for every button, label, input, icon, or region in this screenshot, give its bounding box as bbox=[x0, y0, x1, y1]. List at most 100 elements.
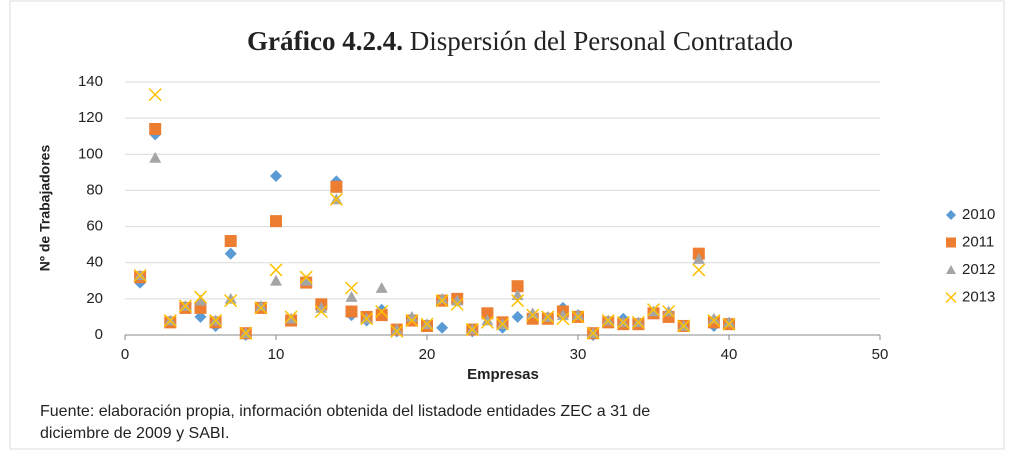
point bbox=[315, 301, 328, 313]
legend-marker bbox=[946, 265, 956, 274]
point bbox=[481, 314, 494, 326]
legend-label: 2012 bbox=[962, 261, 995, 278]
point bbox=[405, 314, 419, 328]
y-tick-label: 40 bbox=[86, 254, 103, 271]
point bbox=[239, 326, 253, 340]
x-tick-label: 50 bbox=[872, 346, 889, 363]
x-tick-label: 10 bbox=[268, 346, 285, 363]
point bbox=[375, 282, 388, 293]
point bbox=[270, 274, 282, 286]
point bbox=[481, 307, 494, 320]
point bbox=[345, 305, 358, 318]
point bbox=[193, 290, 208, 304]
point bbox=[692, 263, 706, 277]
point bbox=[314, 304, 328, 319]
point bbox=[450, 297, 464, 311]
point bbox=[435, 294, 449, 308]
point bbox=[270, 169, 282, 182]
point bbox=[601, 314, 615, 328]
legend-label: 2013 bbox=[962, 288, 995, 305]
legend-marker bbox=[946, 237, 956, 248]
point bbox=[480, 315, 494, 329]
point bbox=[178, 299, 192, 313]
y-tick-label: 120 bbox=[78, 109, 103, 126]
point bbox=[436, 292, 449, 304]
point bbox=[465, 323, 479, 337]
point bbox=[390, 324, 404, 338]
point bbox=[148, 88, 162, 102]
point bbox=[511, 280, 524, 293]
point bbox=[300, 274, 313, 286]
point bbox=[556, 309, 569, 320]
point bbox=[375, 309, 388, 322]
point bbox=[646, 303, 661, 317]
note-line: Fuente: elaboración propia, información … bbox=[40, 403, 650, 420]
point bbox=[194, 310, 207, 323]
point bbox=[344, 281, 359, 295]
point bbox=[677, 319, 691, 333]
point bbox=[254, 301, 268, 315]
point bbox=[133, 268, 147, 282]
legend-marker bbox=[945, 291, 957, 304]
x-tick-label: 20 bbox=[419, 346, 436, 363]
point bbox=[224, 294, 238, 308]
point bbox=[511, 294, 525, 308]
point bbox=[526, 308, 540, 322]
frame bbox=[9, 0, 1005, 450]
point bbox=[722, 317, 736, 331]
point bbox=[375, 304, 389, 319]
point bbox=[692, 253, 705, 264]
point bbox=[299, 270, 313, 284]
title-text: Dispersión del Personal Contratado bbox=[410, 26, 793, 56]
point bbox=[556, 312, 570, 326]
y-tick-label: 140 bbox=[78, 73, 103, 90]
point bbox=[194, 294, 207, 306]
point bbox=[541, 310, 555, 324]
point bbox=[390, 323, 403, 335]
point bbox=[224, 235, 237, 248]
point bbox=[163, 314, 177, 328]
point bbox=[329, 192, 343, 206]
point bbox=[572, 309, 584, 320]
title-label: Gráfico 4.2.4. bbox=[247, 26, 403, 56]
y-tick-label: 20 bbox=[86, 290, 103, 307]
x-tick-label: 40 bbox=[721, 346, 738, 363]
point bbox=[451, 294, 464, 306]
x-axis-label: Empresas bbox=[467, 366, 539, 383]
point bbox=[723, 316, 735, 328]
point bbox=[662, 304, 676, 319]
point bbox=[571, 310, 585, 324]
y-tick-label: 100 bbox=[78, 145, 103, 162]
point bbox=[436, 321, 449, 334]
legend-label: 2010 bbox=[962, 206, 995, 223]
legend-label: 2011 bbox=[962, 233, 994, 250]
point bbox=[330, 180, 343, 193]
point bbox=[270, 215, 282, 228]
point bbox=[149, 151, 162, 163]
point bbox=[707, 312, 720, 324]
point bbox=[345, 291, 358, 302]
y-tick-label: 60 bbox=[86, 218, 103, 235]
y-axis-label: Nº de Trabajadores bbox=[37, 145, 53, 272]
point bbox=[254, 300, 267, 311]
point bbox=[526, 307, 539, 319]
point bbox=[405, 310, 418, 322]
legend-marker bbox=[946, 210, 956, 220]
point bbox=[149, 122, 162, 135]
point bbox=[284, 310, 298, 324]
point bbox=[360, 312, 374, 326]
point bbox=[586, 326, 600, 340]
point bbox=[616, 315, 630, 329]
note-line: diciembre de 2009 y SABI. bbox=[40, 425, 229, 442]
point bbox=[224, 247, 237, 260]
y-tick-label: 80 bbox=[86, 181, 103, 198]
point bbox=[631, 315, 645, 329]
point bbox=[420, 317, 434, 331]
point bbox=[224, 292, 237, 304]
chart-title: Gráfico 4.2.4. Dispersión del Personal C… bbox=[247, 26, 793, 56]
point bbox=[209, 314, 223, 328]
y-tick-label: 0 bbox=[95, 326, 103, 343]
point bbox=[269, 263, 283, 277]
point bbox=[707, 314, 721, 328]
